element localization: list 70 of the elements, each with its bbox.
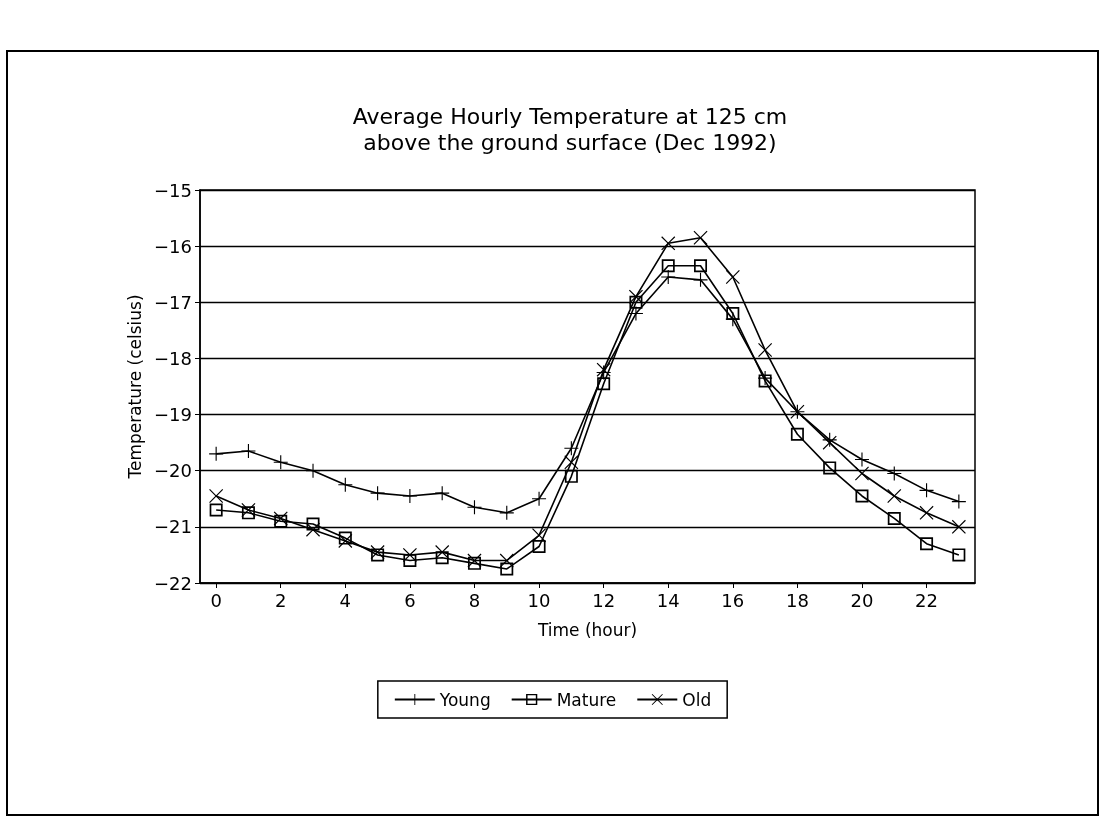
point — [273, 455, 288, 470]
point — [402, 547, 417, 562]
point — [499, 505, 514, 520]
point — [726, 307, 740, 321]
y-tick-label: −15 — [154, 179, 192, 201]
point — [887, 466, 902, 481]
point — [694, 259, 708, 273]
point — [306, 463, 321, 478]
point — [920, 537, 934, 551]
legend-label: Young — [438, 689, 491, 710]
point — [532, 528, 547, 543]
chart-title: Average Hourly Temperature at 125 cm above the ground surface (Dec 1992) — [352, 103, 788, 155]
point — [370, 486, 385, 501]
point — [693, 272, 708, 287]
point — [209, 446, 224, 461]
point — [661, 270, 676, 285]
point — [435, 545, 450, 560]
x-tick-label: 12 — [592, 589, 616, 611]
x-tick-label: 22 — [915, 589, 939, 611]
x-axis-title: Time (hour) — [536, 619, 638, 640]
point — [854, 466, 869, 481]
x-tick-label: 20 — [850, 589, 874, 611]
x-tick-label: 18 — [785, 589, 809, 611]
point — [887, 488, 902, 503]
point — [467, 500, 482, 515]
point — [952, 548, 966, 562]
x-tick-label: 16 — [721, 589, 745, 611]
x-tick-label: 2 — [275, 589, 287, 611]
point — [306, 522, 321, 537]
x-tick-label: 4 — [339, 589, 352, 611]
x-tick-label: 8 — [468, 589, 481, 611]
legend-label: Mature — [556, 689, 617, 710]
point — [951, 519, 966, 534]
point — [241, 444, 256, 459]
point — [823, 461, 837, 475]
point — [338, 477, 353, 492]
y-axis-title: Temperature (celsius) — [124, 294, 145, 480]
point — [564, 455, 579, 470]
point — [725, 270, 740, 285]
point — [887, 511, 901, 525]
x-tick-label: 14 — [656, 589, 680, 611]
y-tick-label: −16 — [154, 235, 192, 257]
point — [661, 259, 675, 273]
point — [209, 488, 224, 503]
point — [855, 489, 869, 503]
point — [532, 540, 546, 554]
legend-label: Old — [682, 689, 712, 710]
y-tick-label: −17 — [154, 291, 192, 313]
point — [661, 236, 676, 251]
y-tick-label: −22 — [154, 572, 192, 594]
y-tick-label: −18 — [154, 347, 192, 369]
x-tick-label: 10 — [527, 589, 551, 611]
point — [951, 494, 966, 509]
point — [919, 483, 934, 498]
point — [628, 289, 643, 304]
point — [499, 553, 514, 568]
y-tick-label: −19 — [154, 404, 192, 426]
point — [532, 491, 547, 506]
point — [209, 503, 223, 517]
point — [854, 452, 869, 467]
y-tick-label: −20 — [154, 460, 192, 482]
point — [790, 427, 804, 441]
y-tick-label: −21 — [154, 516, 192, 538]
point — [693, 230, 708, 245]
point — [435, 486, 450, 501]
x-tick-label: 6 — [404, 589, 416, 611]
point — [919, 505, 934, 520]
point — [402, 488, 417, 503]
point — [564, 469, 578, 483]
x-tick-label: 0 — [210, 589, 222, 611]
